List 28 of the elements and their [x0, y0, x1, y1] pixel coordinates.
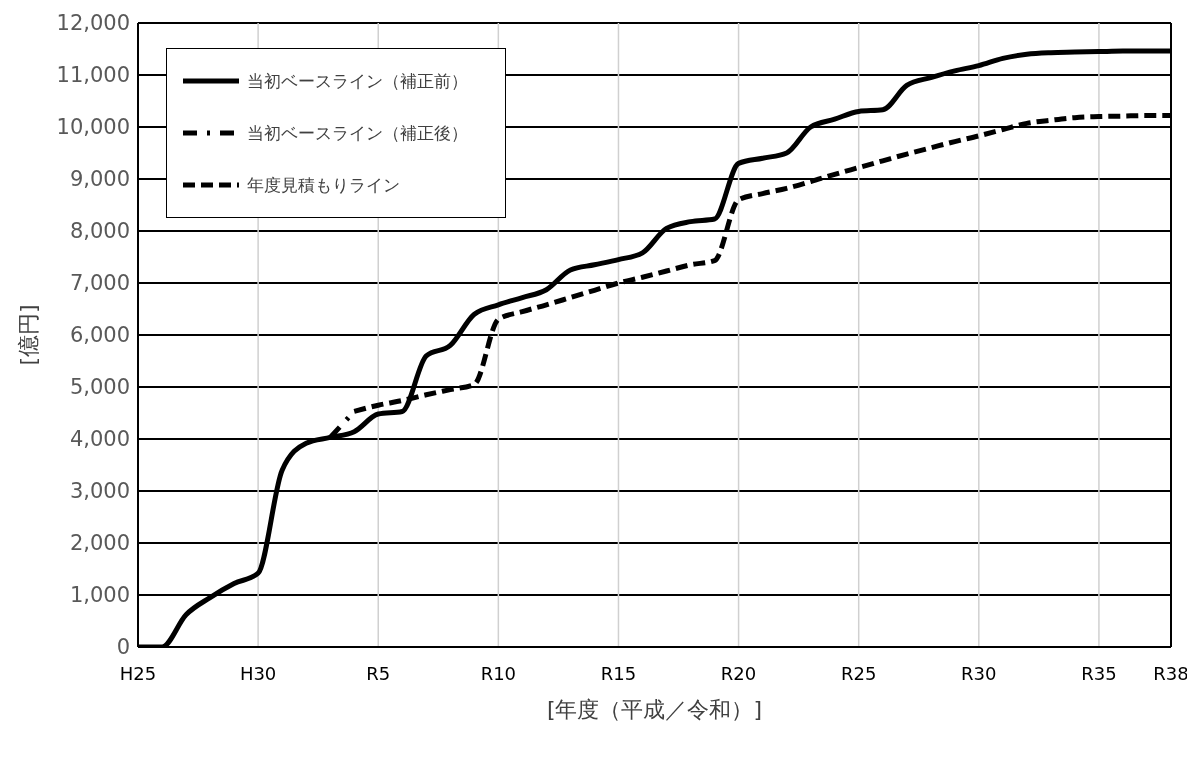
y-tick-label: 11,000: [56, 63, 130, 88]
x-tick-label: R20: [720, 662, 757, 684]
x-tick-label: R30: [961, 662, 997, 684]
y-tick-label: 7,000: [69, 271, 130, 296]
x-axis-title: [年度（平成／令和）]: [546, 697, 763, 722]
legend-label: 当初ベースライン（補正前）: [247, 69, 468, 93]
y-tick-label: 9,000: [69, 167, 130, 192]
y-tick-label: 0: [116, 635, 130, 660]
x-tick-label: H30: [239, 662, 277, 684]
y-tick-label: 8,000: [69, 219, 130, 244]
x-tick-label: R38: [1153, 662, 1189, 684]
x-tick-label: R35: [1081, 662, 1117, 684]
y-tick-label: 1,000: [69, 583, 130, 608]
y-tick-label: 6,000: [69, 323, 130, 348]
legend-label: 年度見積もりライン: [247, 173, 400, 197]
y-tick-label: 4,000: [69, 427, 130, 452]
y-tick-label: 3,000: [69, 479, 130, 504]
x-tick-label: H25: [119, 662, 157, 684]
y-axis-title: [億円]: [15, 304, 41, 366]
y-tick-label: 10,000: [56, 115, 130, 140]
x-tick-label: R15: [600, 662, 637, 684]
x-tick-label: R10: [480, 662, 517, 684]
x-tick-label: R25: [840, 662, 877, 684]
y-tick-label: 2,000: [69, 531, 130, 556]
y-tick-label: 5,000: [69, 375, 130, 400]
y-tick-label: 12,000: [56, 11, 130, 36]
x-tick-label: R5: [366, 662, 391, 684]
legend-label: 当初ベースライン（補正後）: [247, 121, 468, 145]
